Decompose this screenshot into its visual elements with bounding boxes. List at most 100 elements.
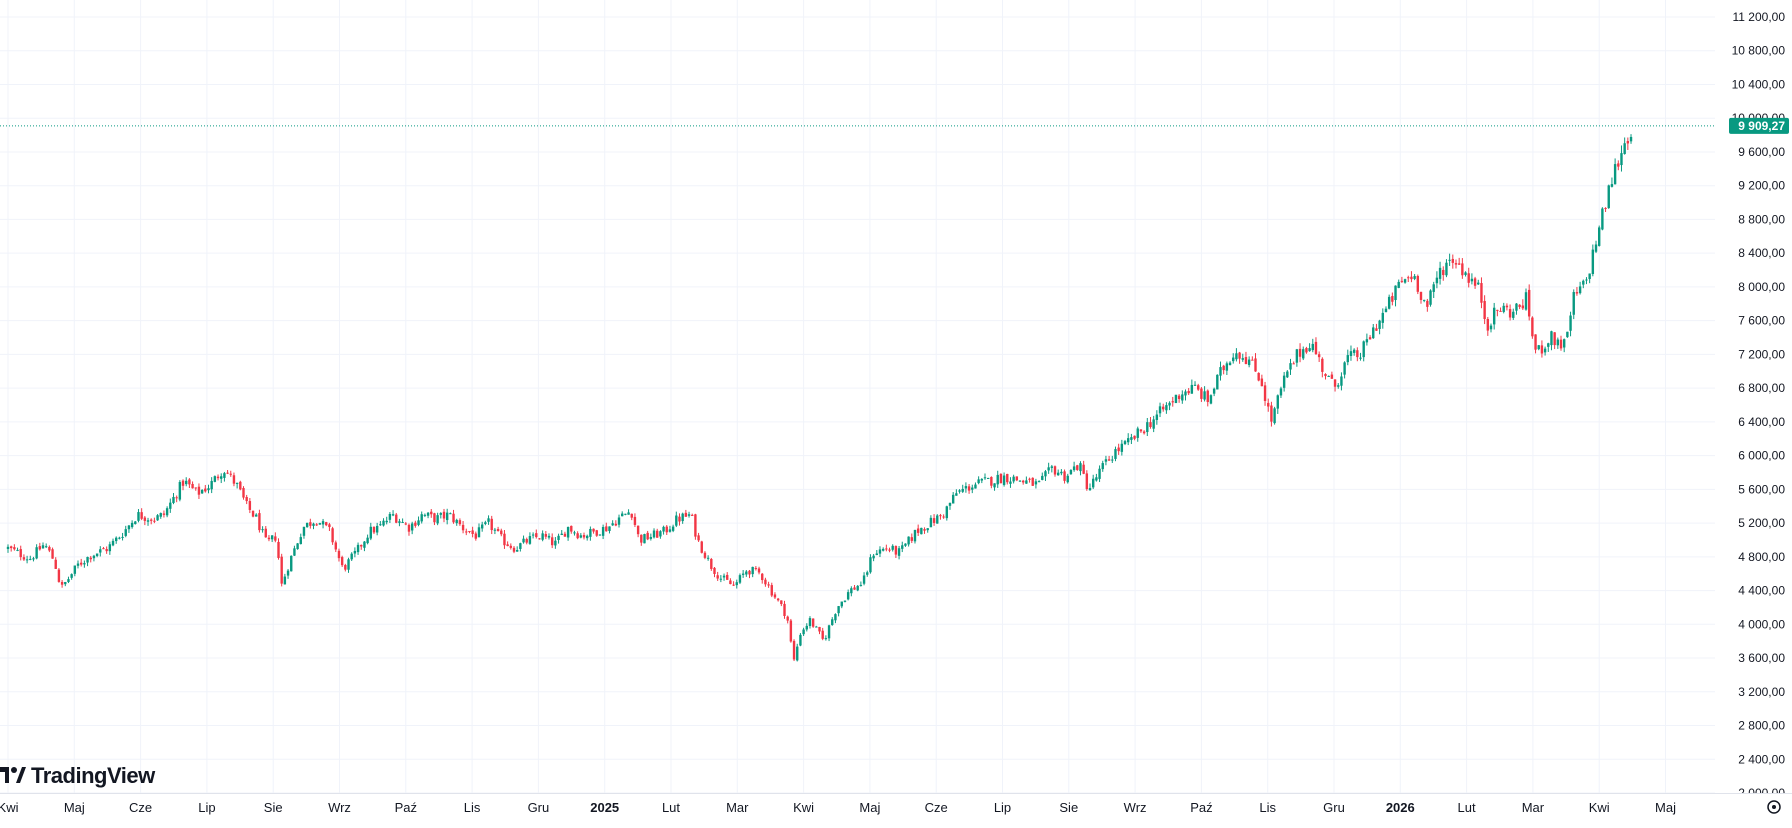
candle-body — [659, 531, 662, 537]
candle-body — [1056, 472, 1060, 476]
candle-body — [1041, 475, 1044, 480]
candle-body — [1604, 207, 1607, 209]
candle-body — [19, 549, 22, 558]
x-axis[interactable]: Kwi Maj Cze Lip Sie Wrz Paź Lis Gru 2025 Lut Mar Kwi… — [0, 793, 1792, 823]
candle-body — [1601, 208, 1604, 230]
candle-body — [92, 555, 96, 559]
settings-gear-icon[interactable] — [1767, 800, 1781, 814]
candle-body — [76, 563, 80, 566]
candle-body — [983, 477, 987, 479]
candle-body — [1448, 259, 1451, 261]
chart-settings-button[interactable] — [1767, 800, 1781, 814]
candle-body — [617, 517, 621, 525]
candle-body — [1359, 357, 1362, 359]
candle-body — [1120, 443, 1124, 452]
y-tick-label: 7 600,00 — [1738, 314, 1785, 328]
candle-body — [493, 529, 497, 531]
candle-body — [570, 525, 573, 532]
candle-body — [1537, 345, 1540, 350]
candle-body — [611, 523, 614, 526]
x-axis-background[interactable] — [0, 793, 1792, 823]
candle-body — [118, 537, 121, 539]
candle-body — [582, 535, 586, 538]
candle-body — [1362, 341, 1365, 358]
candle-body — [1473, 278, 1477, 286]
candle-body — [1486, 318, 1490, 331]
candle-body — [1429, 290, 1432, 305]
candle-body — [573, 532, 576, 534]
candle-body — [340, 557, 344, 566]
candle-body — [1127, 438, 1130, 443]
tradingview-watermark[interactable]: TradingView — [0, 763, 157, 788]
candle-body — [385, 520, 388, 523]
y-tick-label: 4 800,00 — [1738, 550, 1785, 564]
candle-body — [445, 512, 449, 521]
candle-body — [1454, 263, 1458, 265]
y-tick-label: 6 000,00 — [1738, 449, 1785, 463]
candle-body — [726, 574, 729, 580]
candle-body — [757, 568, 761, 573]
candle-body — [1241, 358, 1244, 360]
candle-body — [640, 534, 643, 543]
candle-body — [1069, 470, 1073, 475]
candle-body — [1111, 459, 1114, 461]
candle-body — [1588, 273, 1591, 280]
candle-body — [328, 524, 331, 528]
candle-body — [274, 536, 277, 541]
candle-body — [261, 529, 264, 531]
candle-body — [808, 618, 812, 627]
candle-body — [1461, 263, 1464, 276]
candle-body — [964, 486, 968, 489]
candle-body — [245, 497, 248, 502]
candle-body — [127, 525, 131, 530]
x-tick-label: Lut — [662, 800, 680, 815]
x-tick-label: Lip — [198, 800, 215, 815]
candle-body — [223, 473, 226, 478]
candle-body — [1187, 390, 1190, 394]
y-axis[interactable]: 2 000,002 400,002 800,003 200,003 600,00… — [1715, 0, 1792, 823]
candle-body — [1346, 355, 1349, 363]
candle-body — [1002, 475, 1006, 485]
candle-body — [1254, 358, 1257, 372]
candle-body — [522, 538, 525, 543]
candle-body — [1079, 463, 1082, 472]
candle-body — [134, 521, 137, 525]
candle-body — [1267, 402, 1270, 407]
candle-body — [751, 566, 754, 575]
candle-body — [1177, 395, 1181, 400]
candle-body — [433, 513, 436, 523]
candle-body — [837, 606, 840, 614]
candle-body — [1244, 357, 1248, 365]
candle-body — [153, 520, 156, 522]
candle-body — [974, 484, 977, 489]
candle-body — [624, 513, 627, 515]
candle-body — [920, 527, 923, 535]
candle-body — [1006, 473, 1009, 483]
candle-body — [1442, 269, 1445, 276]
candle-body — [1397, 281, 1400, 288]
candle-body — [1123, 441, 1127, 444]
candle-body — [22, 557, 26, 560]
candles — [6, 134, 1633, 662]
candle-body — [585, 535, 589, 539]
candle-body — [1216, 374, 1219, 390]
candle-body — [1349, 351, 1353, 356]
candle-body — [541, 533, 544, 540]
candle-body — [1219, 367, 1222, 376]
candle-body — [251, 510, 255, 517]
candle-body — [512, 547, 516, 552]
candle-body — [64, 582, 67, 585]
candle-body — [452, 513, 455, 523]
candle-body — [1559, 339, 1563, 349]
candle-body — [951, 494, 955, 504]
candle-body — [601, 527, 605, 536]
candle-body — [1432, 284, 1435, 292]
x-tick-label: Gru — [1323, 800, 1345, 815]
candle-body — [1276, 395, 1279, 409]
y-axis-background[interactable] — [1715, 0, 1792, 823]
candle-body — [506, 544, 509, 547]
candle-body — [1095, 477, 1098, 481]
candle-body — [315, 524, 318, 526]
